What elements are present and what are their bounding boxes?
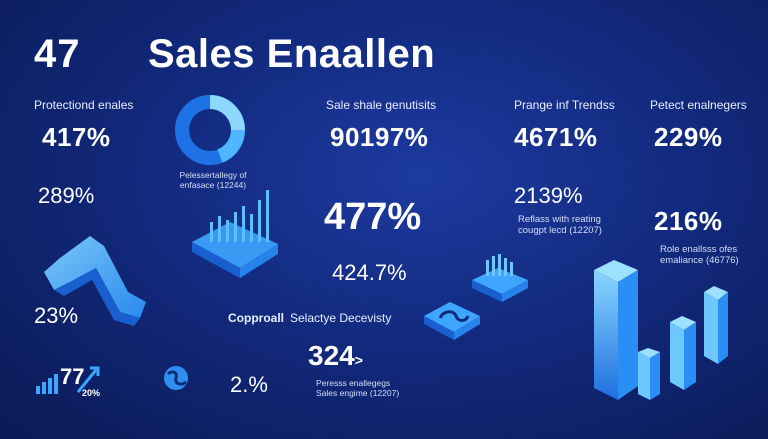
col5-caption-line2: emaliance (46776) — [660, 255, 739, 266]
col3-value-c: 424.7% — [332, 260, 407, 285]
bottom-value-percent: 2.% — [230, 372, 268, 397]
col1-label: Protectiond enales — [34, 98, 134, 112]
col5-caption: Role enallsss ofes emaliance (46776) — [660, 244, 739, 266]
globe-icon — [164, 366, 188, 390]
col5-label: Petect enalnegers — [650, 98, 747, 112]
bottom-value-arrow: > — [354, 352, 363, 368]
growth-bars-icon — [36, 366, 100, 394]
col2-caption-line2: enfasace (12244) — [179, 180, 247, 190]
bottom-caption-line1: Peresss enallegegs — [316, 378, 391, 388]
col3-value-a: 90197% — [330, 122, 429, 152]
bottom-caption: Peresss enallegegs Sales engime (12207) — [316, 378, 399, 398]
col1-value-d-sub: 20% — [82, 388, 101, 398]
col1-value-c: 23% — [34, 303, 79, 328]
col3-value-b: 477% — [324, 196, 422, 238]
link-shape-icon — [424, 302, 480, 340]
page-title: Sales Enaallen — [148, 32, 436, 76]
bar-platform-icon — [192, 190, 278, 278]
bottom-selactye: Selactye Decevisty — [290, 311, 392, 325]
col4-caption: Reflass with reating cougpt lecd (12207) — [518, 214, 602, 236]
bottom-copproll: Copproall — [228, 311, 284, 325]
col5-value-a: 229% — [654, 122, 723, 152]
col3-label: Sale shale genutisits — [326, 98, 437, 112]
donut-chart-icon — [175, 95, 245, 165]
bottom-value-number: 324 — [308, 340, 355, 371]
col1-value-d: 77 — [60, 364, 85, 389]
col4-label: Prange inf Trendss — [514, 98, 615, 112]
col4-value-b: 2139% — [514, 183, 583, 208]
header-number: 47 — [34, 32, 81, 76]
tall-bars-icon — [594, 260, 728, 400]
col5-value-b: 216% — [654, 206, 723, 236]
col4-caption-line2: cougpt lecd (12207) — [518, 225, 602, 236]
bar-block-icon — [472, 254, 528, 302]
col2-caption: Pelessertallegy of enfasace (12244) — [172, 170, 254, 190]
col4-caption-line1: Reflass with reating — [518, 214, 601, 225]
bottom-value-big: 324> — [308, 340, 363, 372]
col5-caption-line1: Role enallsss ofes — [660, 244, 738, 255]
col1-value-a: 417% — [42, 122, 111, 152]
col2-caption-line1: Pelessertallegy of — [179, 170, 247, 180]
col4-value-a: 4671% — [514, 122, 598, 152]
col1-value-b: 289% — [38, 183, 95, 208]
bottom-caption-line2: Sales engime (12207) — [316, 388, 400, 398]
